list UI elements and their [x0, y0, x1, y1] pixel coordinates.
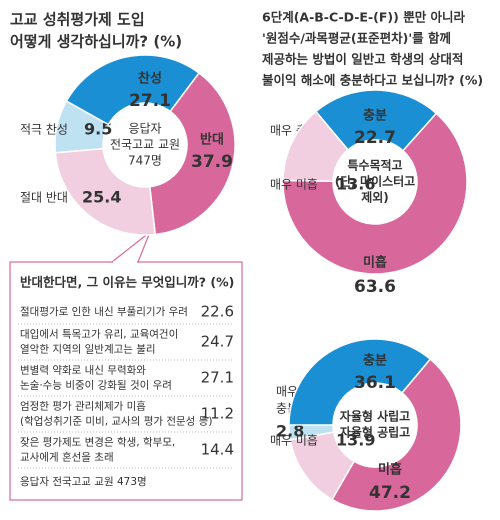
reason-value: 27.1	[201, 369, 234, 387]
center-text: (단, 마이스터고	[335, 174, 415, 189]
reason-label: 교사에게 혼선을 초래	[20, 451, 114, 464]
reason-label: 엄정한 평가 관리체제가 미흡	[20, 400, 146, 413]
center-text: 자율형 공립고	[340, 425, 410, 440]
reason-value: 11.2	[201, 405, 234, 423]
segment-value: 36.1	[354, 373, 396, 393]
reason-label: 열악한 지역의 일반계고는 불리	[20, 343, 156, 356]
chart-title: 고교 성취평가제 도입	[10, 11, 145, 29]
donut-segment	[288, 338, 432, 426]
reason-label: 잦은 평가제도 변경은 학생, 학부모,	[20, 436, 175, 449]
center-text: 전국고교 교원	[110, 138, 180, 152]
center-text: 자율형 사립고	[340, 409, 410, 424]
segment-label: 미흡	[378, 462, 402, 478]
segment-label: 절대 반대	[20, 191, 68, 205]
chart-title: 6단계(A-B-C-D-E-(F)) 뿐만 아니라	[262, 10, 466, 25]
segment-value: 27.1	[129, 91, 171, 111]
donut-segment	[54, 147, 157, 236]
reason-value: 24.7	[201, 333, 234, 351]
segment-value: 25.4	[82, 188, 121, 207]
segment-label: 적극 찬성	[20, 122, 68, 137]
segment-value: 63.6	[354, 277, 396, 297]
chart-title: 어떻게 생각하십니까? (%)	[10, 33, 182, 51]
chart-title: '원점수/과목평균(표준편차)'를 함께	[262, 31, 451, 46]
segment-label: 반대	[200, 132, 224, 148]
segment-value: 13.6	[336, 175, 375, 194]
reasons-note: 응답자 전국고교 교원 473명	[20, 476, 147, 488]
chart-title: 제공하는 방법이 일반고 학생의 상대적	[262, 52, 463, 67]
reason-label: 대입에서 특목고가 유리, 교육여건이	[20, 328, 178, 341]
segment-value: 47.2	[369, 483, 411, 503]
donut-segment	[65, 54, 201, 126]
reason-label: (학업성취기준 미비, 교사의 평가 전문성 등)	[20, 415, 212, 428]
reason-label: 변별력 약화로 내신 무력화와	[20, 365, 146, 377]
segment-value: 22.7	[354, 128, 396, 148]
center-text: 응답자	[128, 122, 161, 136]
donut-segment	[282, 112, 468, 275]
reason-label: 절대평가로 인한 내신 부풀리기가 우려	[20, 305, 188, 318]
segment-label: 찬성	[138, 71, 162, 87]
segment-label: 충분	[363, 108, 387, 124]
segment-label: 미흡	[363, 255, 387, 271]
reason-value: 14.4	[201, 441, 234, 459]
donut-segment	[314, 89, 438, 152]
segment-value: 9.5	[84, 120, 112, 139]
reasons-title: 반대한다면, 그 이유는 무엇입니까? (%)	[20, 275, 234, 290]
reason-value: 22.6	[201, 303, 234, 321]
chart-title: 불이익 해소에 충분하다고 보십니까? (%)	[262, 73, 483, 88]
center-text: 특수목적고	[347, 158, 402, 173]
segment-value: 37.9	[191, 152, 233, 172]
segment-label: 매우	[276, 385, 298, 399]
donut-segment	[282, 110, 350, 183]
donut-segment	[289, 431, 356, 501]
donut-segment	[331, 358, 462, 512]
segment-value: 2.8	[276, 422, 304, 441]
donut-segment	[148, 71, 236, 236]
center-text: 제외)	[361, 190, 389, 205]
segment-label: 매우 미흡	[270, 434, 318, 448]
segment-value: 13.9	[336, 431, 375, 450]
reason-label: 논술·수능 비중이 강화될 것이 우려	[20, 380, 172, 392]
segment-label: 매우 미흡	[270, 178, 318, 192]
segment-label: 충분	[363, 353, 387, 369]
reasons-box	[9, 261, 243, 501]
center-text: 747명	[128, 154, 162, 168]
